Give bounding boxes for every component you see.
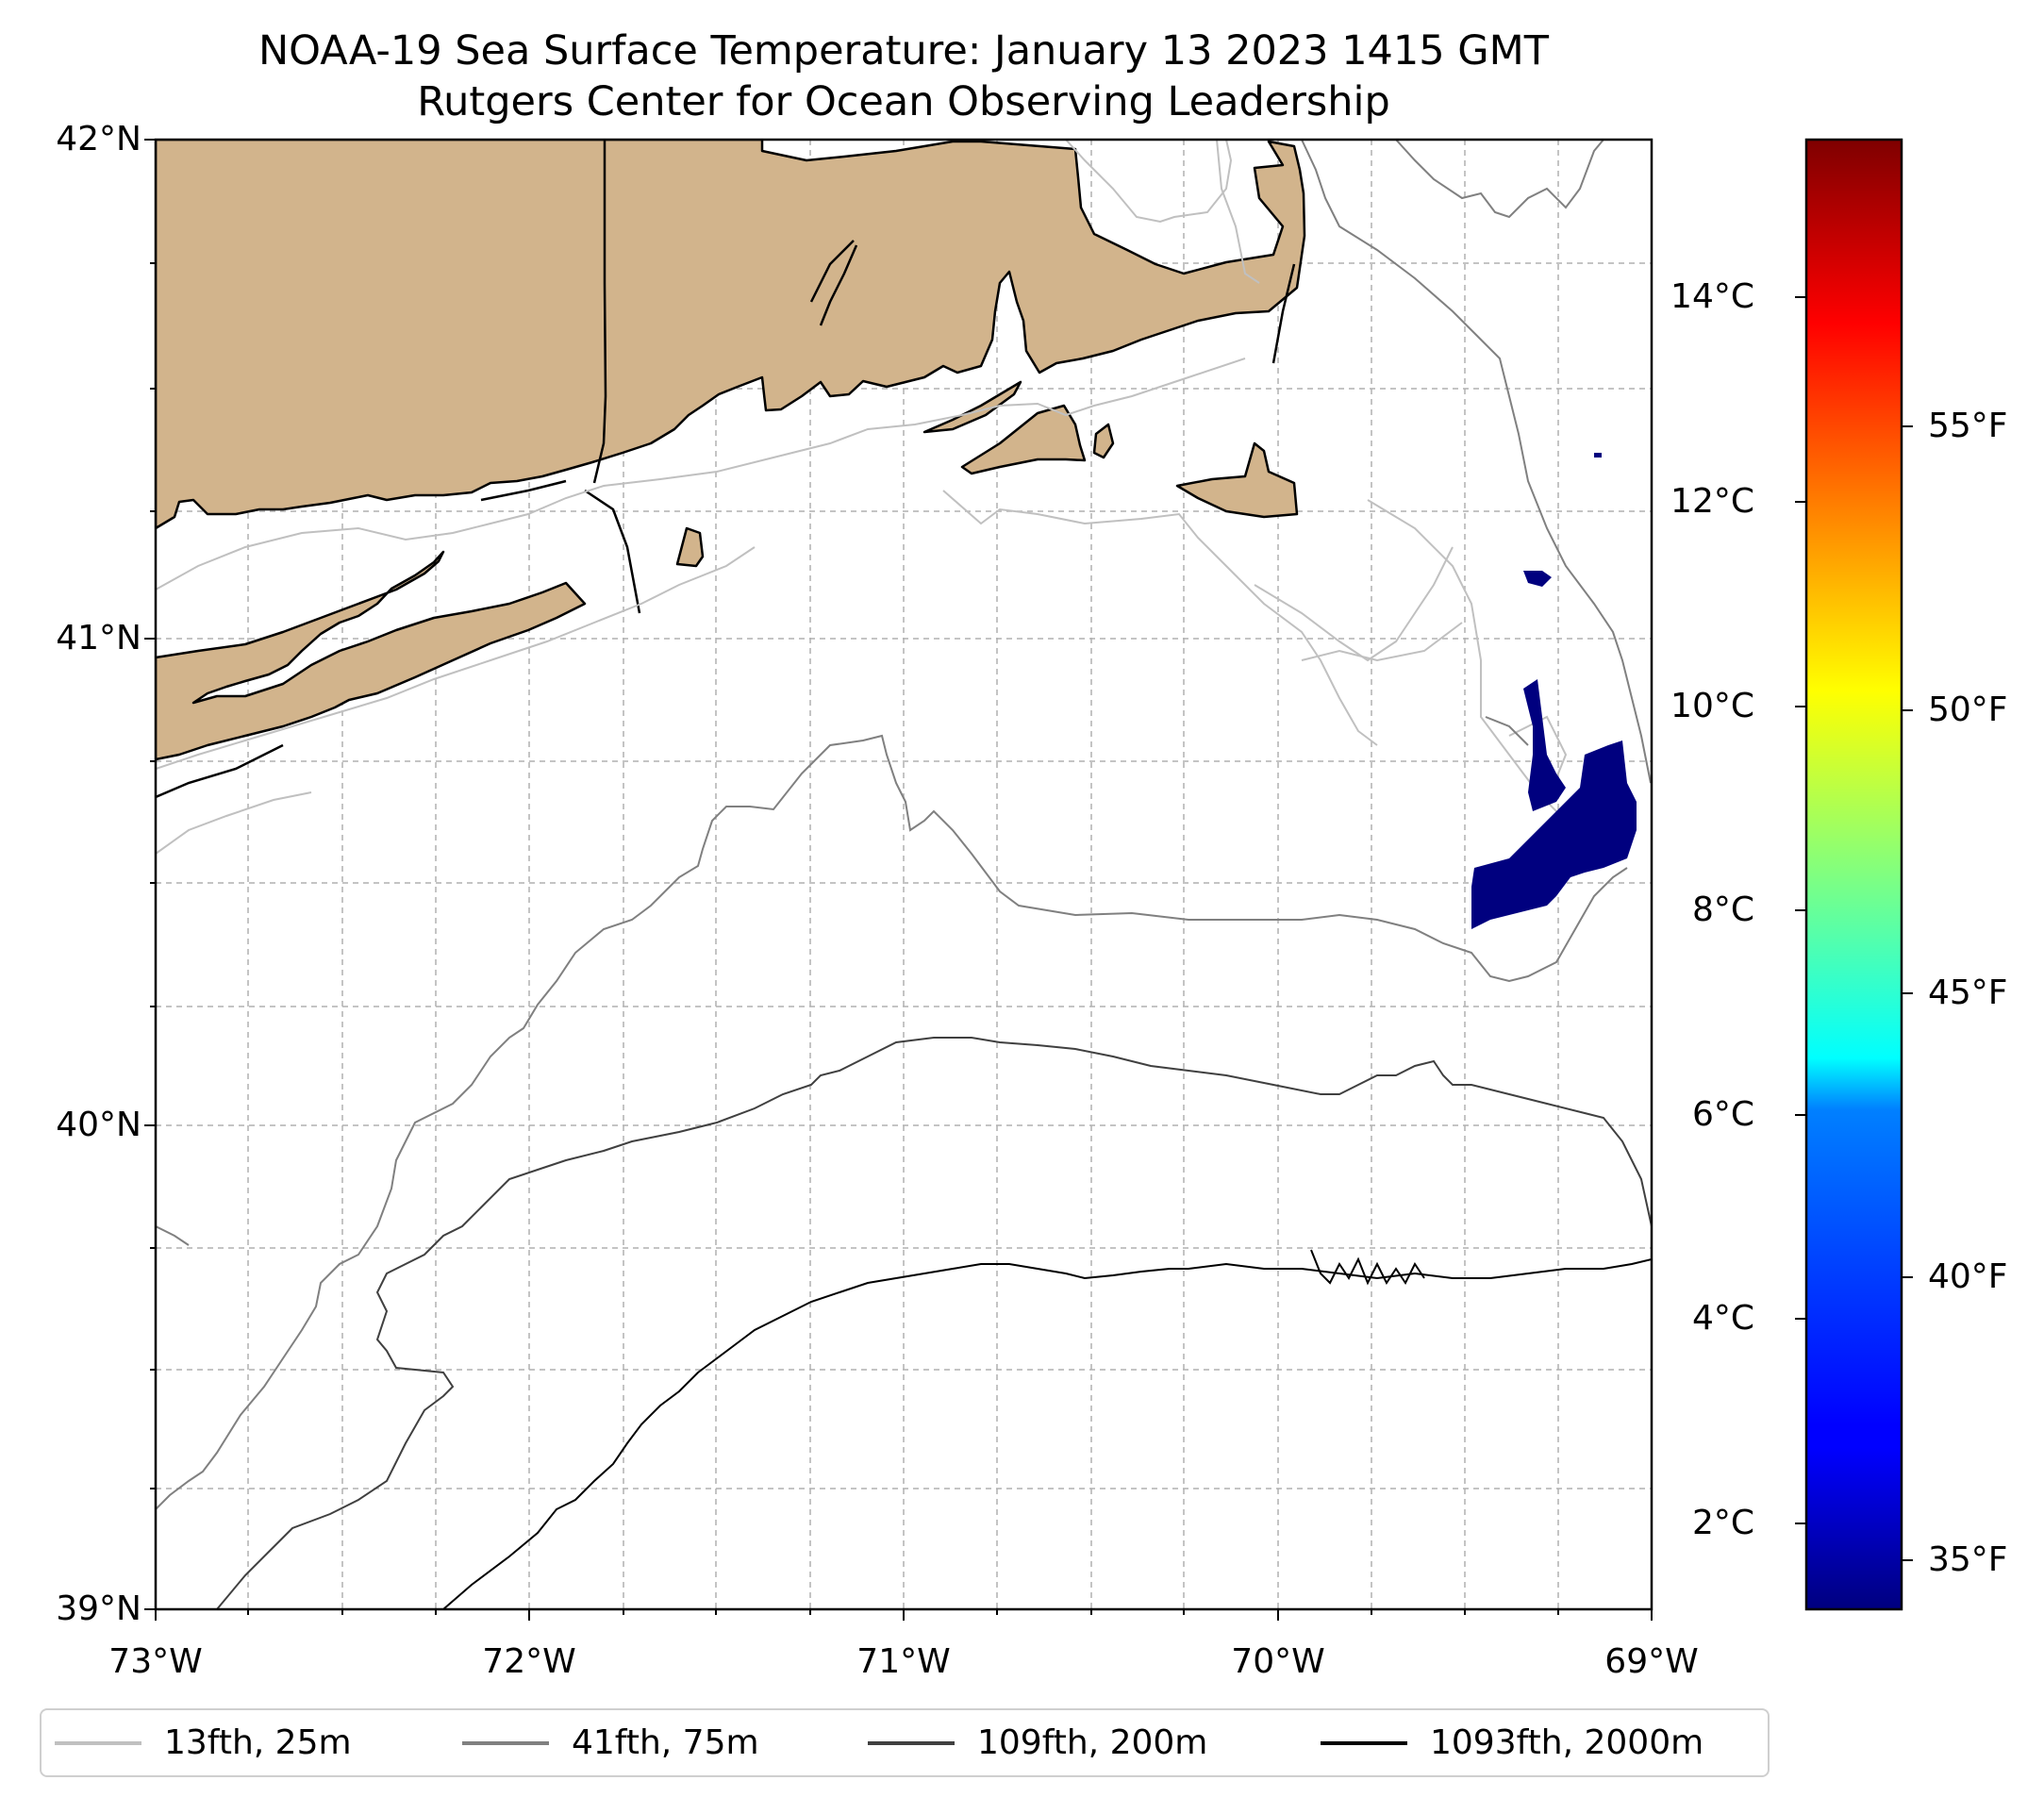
- legend-item-2000m: 1093fth, 2000m: [1321, 1710, 1703, 1775]
- colorbar-celsius-label: 8°C: [1691, 890, 1754, 929]
- legend-item-25m: 13fth, 25m: [55, 1710, 352, 1775]
- legend-line-swatch: [868, 1740, 955, 1745]
- colorbar-fahrenheit-label: 40°F: [1928, 1257, 2008, 1296]
- mainland-new-england: [156, 140, 1306, 530]
- lon-label: 72°W: [482, 1642, 576, 1681]
- legend-label: 13fth, 25m: [164, 1723, 352, 1762]
- legend-label: 109fth, 200m: [977, 1723, 1208, 1762]
- legend-label: 41fth, 75m: [572, 1723, 759, 1762]
- legend-line-swatch: [55, 1740, 141, 1745]
- colorbar-celsius-label: 2°C: [1691, 1504, 1754, 1542]
- map-subtitle: Rutgers Center for Ocean Observing Leade…: [417, 78, 1390, 125]
- colorbar-fahrenheit-label: 45°F: [1928, 973, 2008, 1012]
- isobath-75m: [156, 140, 1652, 1510]
- isobath-2000m: [442, 1249, 1652, 1609]
- colorbar-fahrenheit-label: 50°F: [1928, 691, 2008, 729]
- lat-label: 42°N: [56, 120, 141, 158]
- lat-label: 41°N: [56, 619, 141, 657]
- colorbar-celsius-label: 6°C: [1691, 1095, 1754, 1134]
- colorbar-ticks: [1795, 296, 1913, 1561]
- colorbar-celsius-label: 12°C: [1670, 482, 1754, 521]
- coastlines: [156, 140, 1296, 799]
- isobath-25m: [156, 140, 1633, 855]
- isobath-legend: 13fth, 25m 41fth, 75m 109fth, 200m 1093f…: [40, 1708, 1770, 1777]
- colorbar-celsius-label: 4°C: [1691, 1299, 1754, 1338]
- lon-ticks: [155, 1609, 1653, 1621]
- nantucket: [1175, 441, 1299, 519]
- lon-label: 70°W: [1231, 1642, 1325, 1681]
- long-island: [156, 550, 587, 761]
- elizabeth-islands: [922, 380, 1022, 434]
- marthas-vineyard: [960, 404, 1087, 475]
- block-island: [675, 526, 705, 568]
- legend-item-200m: 109fth, 200m: [868, 1710, 1207, 1775]
- lat-ticks: [144, 139, 156, 1610]
- legend-line-swatch: [462, 1740, 549, 1745]
- colorbar-fahrenheit-label: 55°F: [1928, 407, 2008, 445]
- colorbar-fahrenheit-label: 35°F: [1928, 1540, 2008, 1579]
- lon-label: 71°W: [856, 1642, 951, 1681]
- legend-label: 1093fth, 2000m: [1430, 1723, 1704, 1762]
- legend-line-swatch: [1321, 1740, 1407, 1745]
- sst-data-patch: [1471, 453, 1637, 929]
- map-title: NOAA-19 Sea Surface Temperature: January…: [258, 27, 1549, 75]
- colorbar: [1804, 138, 1903, 1611]
- lat-label: 40°N: [56, 1106, 141, 1144]
- landmass: [156, 140, 1306, 761]
- colorbar-celsius-label: 10°C: [1670, 687, 1754, 725]
- chappaquiddick: [1092, 423, 1115, 459]
- isobath-200m: [216, 1037, 1652, 1609]
- colorbar-celsius-label: 14°C: [1670, 277, 1754, 316]
- legend-item-75m: 41fth, 75m: [462, 1710, 759, 1775]
- lat-label: 39°N: [56, 1589, 141, 1628]
- lon-label: 69°W: [1604, 1642, 1699, 1681]
- lon-label: 73°W: [108, 1642, 203, 1681]
